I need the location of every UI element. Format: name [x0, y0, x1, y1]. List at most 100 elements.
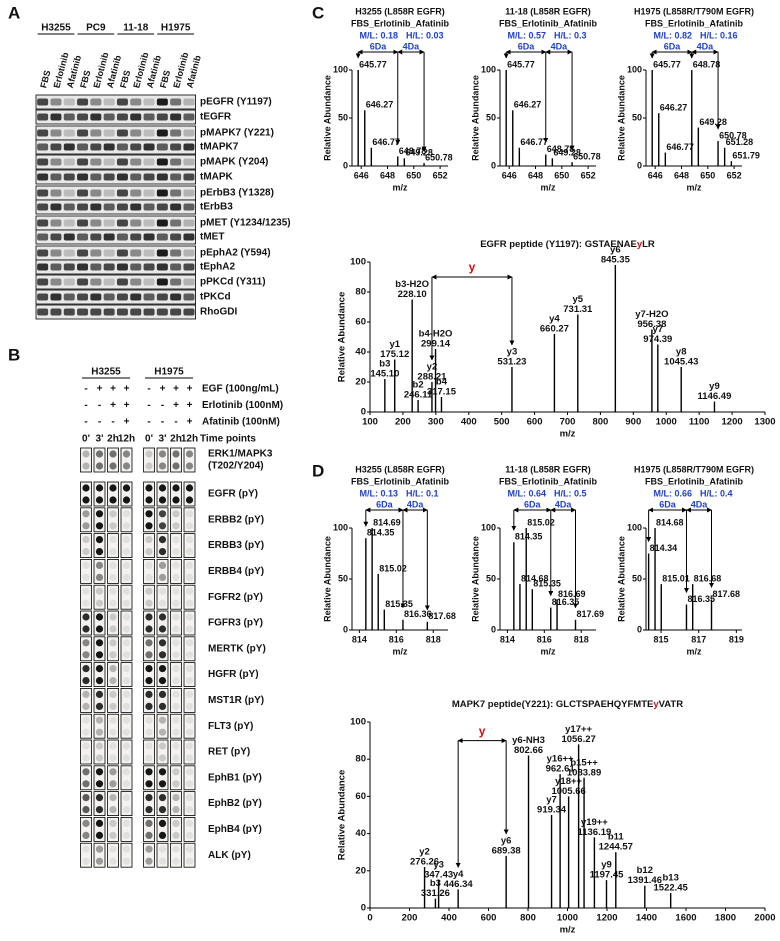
x-axis-label: m/z [560, 925, 576, 936]
array-spot [183, 481, 196, 507]
dot [158, 536, 167, 544]
dot [82, 728, 90, 736]
y-tick-label: 50 [486, 112, 496, 122]
peak-label: 646.77 [666, 142, 694, 152]
dot [95, 831, 104, 840]
dot [158, 625, 167, 633]
peak-label: 651.28 [726, 137, 754, 147]
array-spot [93, 636, 106, 662]
array-spot [170, 791, 182, 816]
y-tick-label: 100 [627, 522, 642, 532]
band [50, 173, 62, 181]
dot [145, 613, 153, 621]
dot [172, 587, 180, 595]
dot [122, 831, 131, 840]
array-spot [93, 662, 106, 687]
dot [145, 536, 153, 544]
array-spot [183, 533, 196, 558]
x-tick-label: 650 [700, 170, 715, 180]
spectrum-title: H1975 (L858R/T790M EGFR) [634, 6, 754, 16]
array-spot [120, 610, 133, 636]
dot [145, 857, 153, 865]
array-row [80, 584, 196, 610]
x-tick-label: 650 [554, 170, 569, 180]
title-part: y [637, 239, 643, 250]
title-part: MAPK7 peptide(Y221): GLCTSPAEHQYFMTE [452, 699, 653, 710]
array-spot [143, 447, 155, 473]
dot [82, 522, 90, 530]
ion-label: b2 [413, 380, 424, 391]
array-spot [156, 447, 169, 473]
y-axis-label: Relative Abundance [616, 75, 626, 161]
array-row [80, 481, 196, 507]
band [170, 293, 182, 301]
band [116, 233, 128, 241]
ion-label: b12 [637, 865, 653, 876]
band [156, 263, 168, 271]
array-label: FGFR2 (pY) [208, 592, 263, 603]
array-row [80, 447, 196, 473]
dot [185, 831, 194, 840]
band [170, 308, 182, 316]
dot [82, 716, 90, 724]
array-spot [156, 739, 169, 765]
array-row [80, 765, 196, 791]
band [77, 203, 89, 211]
band [50, 158, 62, 166]
band [170, 129, 182, 137]
dot [122, 462, 131, 470]
x-axis-label: m/z [540, 182, 556, 192]
band [90, 233, 102, 241]
band [37, 249, 49, 257]
ion-label: y6-NH3 [512, 735, 545, 746]
dot [158, 857, 167, 865]
array-spot [107, 584, 119, 610]
blot-label: tPKCd [200, 292, 231, 303]
spectrum-title: FBS_Erlotinib_Afatinib [645, 476, 744, 486]
x-tick-label: 1200 [722, 417, 743, 428]
array-spot [107, 447, 119, 473]
peak-label: 731.31 [563, 304, 593, 315]
dot [95, 599, 104, 607]
dot [185, 754, 194, 762]
band [77, 129, 89, 137]
shift-label: 4Da [551, 41, 569, 51]
dot [95, 702, 104, 711]
band [130, 219, 142, 227]
band [50, 278, 62, 286]
dot [95, 780, 104, 788]
spectrum-title: H3255 (L858R EGFR) [355, 6, 445, 16]
band [77, 158, 89, 166]
ratio: H/L: 0.1 [406, 488, 439, 498]
y-tick-label: 60 [355, 791, 366, 802]
band [77, 263, 89, 271]
blot [35, 169, 197, 185]
band [116, 263, 128, 271]
peak-label: 1244.57 [599, 842, 633, 853]
dot [185, 857, 194, 865]
array-spot [183, 842, 196, 868]
dot [122, 742, 131, 750]
dot [158, 806, 167, 814]
dot [158, 639, 167, 647]
sign: - [84, 384, 87, 395]
band [90, 249, 102, 257]
band [37, 143, 49, 151]
dot [185, 599, 194, 607]
peak-label: 650.78 [573, 152, 601, 162]
band [183, 113, 195, 121]
band [50, 308, 62, 316]
array-spot [156, 507, 169, 533]
time-point: 12h [118, 434, 135, 445]
dot [82, 561, 90, 570]
band [103, 203, 115, 211]
dot [95, 768, 104, 776]
ion-label: y6 [610, 245, 621, 256]
array-spot [170, 610, 182, 636]
band [50, 203, 62, 211]
x-tick-label: 700 [560, 417, 576, 428]
array-spot [143, 662, 155, 687]
peak-label: 816.68 [694, 573, 722, 583]
dot [172, 677, 180, 685]
dot [109, 496, 117, 504]
